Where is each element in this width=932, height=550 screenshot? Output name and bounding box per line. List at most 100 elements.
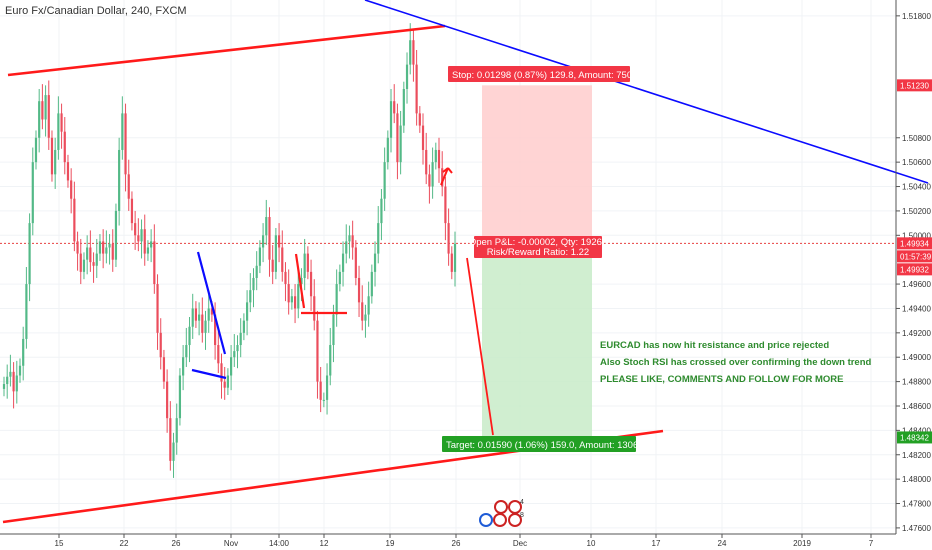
candle-body [95,253,98,266]
candle-body [383,162,386,199]
candle-body [322,399,325,401]
candle-body [73,198,76,242]
candle-body [127,174,130,199]
candle-body [265,217,268,236]
price-tag-stop-label: 1.51230 [900,81,929,90]
red-down-stroke[interactable] [294,253,306,309]
candle-body [114,210,118,260]
blue-down-stroke[interactable] [196,251,227,355]
candle-body [217,345,220,364]
candle-body [444,186,447,224]
candle-body [169,418,172,461]
descending-line[interactable] [364,0,929,184]
flag-icon[interactable] [479,513,493,527]
price-tick-label: 1.48200 [902,451,931,460]
candle-body [204,320,207,333]
candle-body [140,229,143,242]
candle-body [274,235,277,272]
candle-body [76,241,79,254]
candle-body [54,149,57,175]
candle-body [105,247,108,254]
candle-body [12,371,15,392]
candle-body [102,241,105,254]
candle-body [210,308,214,315]
candle-body [261,235,265,248]
price-tags: 1.51230 1.49934 01:57:39 1.49932 1.48342 [897,79,932,444]
candle-body [28,223,31,285]
candle-body [70,180,73,199]
candle-body [316,320,319,382]
bounce-arrow[interactable] [440,167,453,186]
candle-body [44,95,47,120]
candle-body [434,149,437,163]
candle-body [201,314,204,333]
candle-body [150,241,153,248]
candle-body [118,149,121,211]
candle-body [450,253,453,272]
candle-body [338,271,341,285]
flag-icon[interactable] [494,500,508,514]
price-tick-label: 1.50600 [902,158,931,167]
candle-body [38,101,41,138]
candle-body [245,302,249,321]
time-tick-label: 7 [869,539,874,548]
candle-body [402,89,405,126]
candle-body [290,296,293,303]
price-tick-label: 1.49600 [902,280,931,289]
candle-body [9,371,12,377]
candle-body [268,217,271,260]
flag-icon[interactable] [508,513,522,527]
candle-body [108,243,111,248]
candle-body [92,262,95,266]
profit-target-zone[interactable] [482,243,592,438]
price-tag-target-label: 1.48342 [900,433,929,442]
time-tick-label: 26 [172,539,181,548]
price-tick-label: 1.50800 [902,134,931,143]
candle-body [255,265,258,278]
candle-body [111,243,114,260]
candle-body [236,345,239,352]
candle-body [50,137,54,175]
target-label: Target: 0.01590 (1.06%) 159.0, Amount: 1… [446,440,651,451]
stop-loss-zone[interactable] [482,85,592,244]
candle-body [341,253,345,272]
price-tick-label: 1.49000 [902,353,931,362]
price-tick-label: 1.50000 [902,231,931,240]
candle-body [207,308,210,321]
candle-body [162,357,166,382]
candle-body [229,357,233,376]
candle-body [191,308,194,327]
candle-body [306,253,309,272]
price-tick-label: 1.50200 [902,207,931,216]
event-badges[interactable]: 4 8 [479,499,524,527]
candle-body [281,247,284,272]
price-tick-label: 1.48800 [902,378,931,387]
blue-flat-stroke[interactable] [191,368,227,380]
annotation-line-3: PLEASE LIKE, COMMENTS AND FOLLOW FOR MOR… [600,374,843,385]
candle-body [364,314,367,321]
annotation-line-1: EURCAD has now hit resistance and price … [600,340,829,351]
candle-body [130,198,134,224]
price-axis[interactable]: 1.51800 1.50800 1.50600 1.50400 1.50200 1.500… [896,12,931,533]
price-tick-label: 1.49200 [902,329,931,338]
candle-body [428,174,431,187]
candle-body [25,284,28,339]
candle-body [335,284,338,315]
flag-icon[interactable] [493,513,507,527]
resistance-line[interactable] [7,24,446,77]
candle-body [194,308,198,321]
open-pl-box [474,236,602,258]
price-tag-current [897,237,932,250]
candle-body [348,235,351,242]
projection-line[interactable] [466,257,494,436]
target-label-box [442,436,636,452]
time-tick-label: 14:00 [269,539,290,548]
candle-body [284,271,287,285]
candle-body [287,284,290,303]
price-tag-stop [897,79,932,92]
time-axis[interactable]: 15 22 26 Nov 14:00 12 19 26 Dec 10 17 24 2019 7 [55,534,874,548]
candle-body [79,253,82,272]
symbol-title: Euro Fx/Canadian Dollar, 240, FXCM [5,5,187,17]
candle-body [185,345,188,358]
